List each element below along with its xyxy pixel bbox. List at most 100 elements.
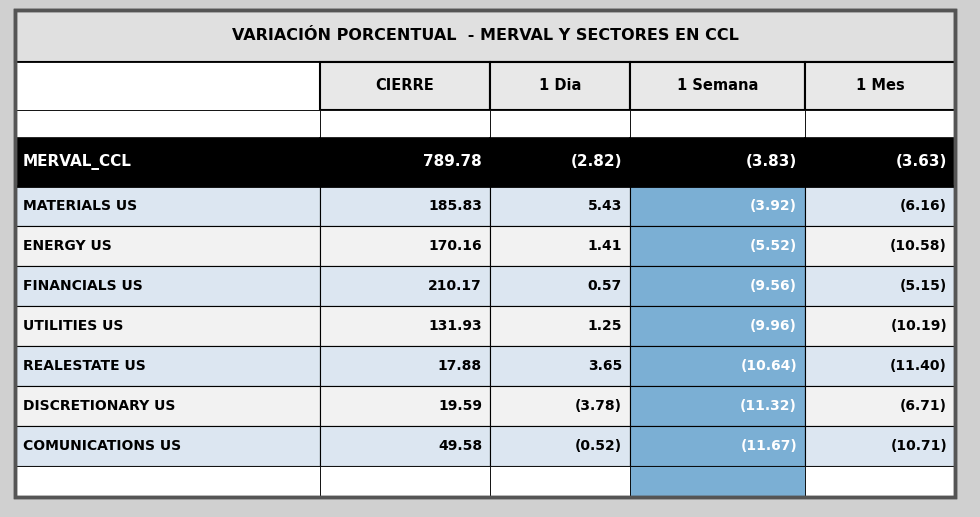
Bar xyxy=(630,346,805,386)
Bar xyxy=(15,426,320,466)
Bar xyxy=(805,386,955,426)
Bar xyxy=(490,466,630,497)
Text: 1 Dia: 1 Dia xyxy=(539,79,581,94)
Bar xyxy=(490,138,630,186)
Bar xyxy=(320,186,490,226)
Text: 19.59: 19.59 xyxy=(438,399,482,413)
Bar xyxy=(490,186,630,226)
Bar xyxy=(320,138,490,186)
Text: (11.32): (11.32) xyxy=(740,399,797,413)
Bar xyxy=(630,266,805,306)
Text: (2.82): (2.82) xyxy=(570,155,622,170)
Bar xyxy=(15,346,320,386)
Bar xyxy=(15,306,320,346)
Bar xyxy=(320,306,490,346)
Bar xyxy=(630,110,805,138)
Text: 5.43: 5.43 xyxy=(588,199,622,213)
Text: MERVAL_CCL: MERVAL_CCL xyxy=(23,154,132,170)
Text: 1.25: 1.25 xyxy=(587,319,622,333)
Text: (5.52): (5.52) xyxy=(750,239,797,253)
Bar xyxy=(805,62,955,110)
Text: CIERRE: CIERRE xyxy=(375,79,434,94)
Bar xyxy=(15,226,320,266)
Text: COMUNICATIONS US: COMUNICATIONS US xyxy=(23,439,181,453)
Bar xyxy=(630,226,805,266)
Text: FINANCIALS US: FINANCIALS US xyxy=(23,279,143,293)
Bar xyxy=(490,266,630,306)
Text: (3.78): (3.78) xyxy=(575,399,622,413)
Text: 210.17: 210.17 xyxy=(428,279,482,293)
Text: (3.63): (3.63) xyxy=(896,155,947,170)
Text: 1 Mes: 1 Mes xyxy=(856,79,905,94)
Text: VARIACIÓN PORCENTUAL  - MERVAL Y SECTORES EN CCL: VARIACIÓN PORCENTUAL - MERVAL Y SECTORES… xyxy=(231,28,739,43)
Bar xyxy=(490,62,630,110)
Bar xyxy=(490,226,630,266)
Text: ENERGY US: ENERGY US xyxy=(23,239,112,253)
Text: UTILITIES US: UTILITIES US xyxy=(23,319,123,333)
Text: 3.65: 3.65 xyxy=(588,359,622,373)
Text: 170.16: 170.16 xyxy=(428,239,482,253)
Text: (11.40): (11.40) xyxy=(890,359,947,373)
Text: (6.71): (6.71) xyxy=(900,399,947,413)
Bar xyxy=(320,426,490,466)
Text: (10.64): (10.64) xyxy=(740,359,797,373)
Text: 1 Semana: 1 Semana xyxy=(677,79,759,94)
Bar xyxy=(630,306,805,346)
Text: (10.19): (10.19) xyxy=(890,319,947,333)
Bar xyxy=(490,346,630,386)
Bar xyxy=(805,138,955,186)
Bar xyxy=(490,306,630,346)
Bar xyxy=(15,386,320,426)
Bar xyxy=(15,10,955,62)
Bar xyxy=(320,266,490,306)
Bar xyxy=(320,110,490,138)
Bar xyxy=(15,110,320,138)
Text: 17.88: 17.88 xyxy=(438,359,482,373)
Text: (10.71): (10.71) xyxy=(890,439,947,453)
Text: 131.93: 131.93 xyxy=(428,319,482,333)
Bar xyxy=(490,110,630,138)
Text: (11.67): (11.67) xyxy=(740,439,797,453)
Text: (3.92): (3.92) xyxy=(750,199,797,213)
Bar xyxy=(320,386,490,426)
Bar xyxy=(15,466,320,497)
Bar xyxy=(15,138,320,186)
Bar xyxy=(630,186,805,226)
Bar xyxy=(630,62,805,110)
Text: 0.57: 0.57 xyxy=(588,279,622,293)
Text: 49.58: 49.58 xyxy=(438,439,482,453)
Text: 789.78: 789.78 xyxy=(423,155,482,170)
Bar xyxy=(805,266,955,306)
Bar xyxy=(490,386,630,426)
Text: (3.83): (3.83) xyxy=(746,155,797,170)
Bar xyxy=(805,226,955,266)
Bar xyxy=(805,110,955,138)
Text: REALESTATE US: REALESTATE US xyxy=(23,359,146,373)
Bar xyxy=(630,386,805,426)
Bar xyxy=(15,62,320,110)
Bar xyxy=(320,62,490,110)
Bar xyxy=(805,306,955,346)
Text: (6.16): (6.16) xyxy=(900,199,947,213)
Bar xyxy=(15,266,320,306)
Bar xyxy=(320,346,490,386)
Text: (9.56): (9.56) xyxy=(750,279,797,293)
Text: (0.52): (0.52) xyxy=(575,439,622,453)
Bar xyxy=(490,426,630,466)
Bar xyxy=(630,466,805,497)
Bar xyxy=(15,186,320,226)
Text: DISCRETIONARY US: DISCRETIONARY US xyxy=(23,399,175,413)
Bar xyxy=(320,466,490,497)
Bar xyxy=(805,426,955,466)
Text: 185.83: 185.83 xyxy=(428,199,482,213)
Bar xyxy=(630,138,805,186)
Text: (10.58): (10.58) xyxy=(890,239,947,253)
Bar xyxy=(805,466,955,497)
Text: MATERIALS US: MATERIALS US xyxy=(23,199,137,213)
Bar xyxy=(805,346,955,386)
Text: (9.96): (9.96) xyxy=(750,319,797,333)
Text: 1.41: 1.41 xyxy=(587,239,622,253)
Bar xyxy=(630,426,805,466)
Text: (5.15): (5.15) xyxy=(900,279,947,293)
Bar xyxy=(320,226,490,266)
